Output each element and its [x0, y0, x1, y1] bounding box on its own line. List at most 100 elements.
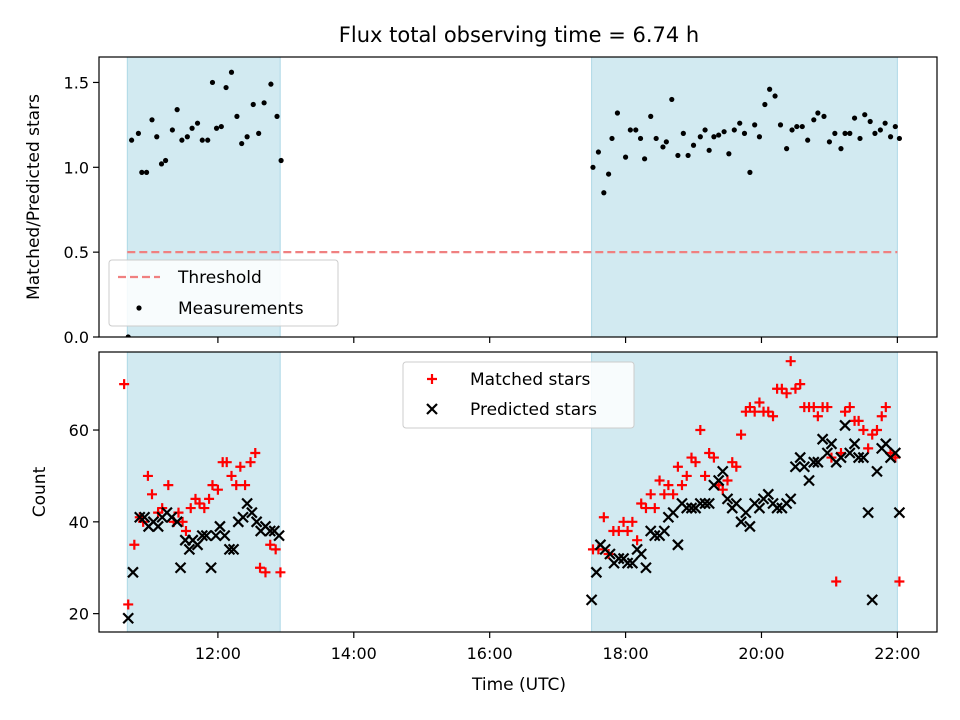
matched-stars-point [613, 526, 624, 537]
legend-matched-swatch [427, 374, 437, 384]
matched-stars-point [260, 567, 271, 578]
measurement-point [179, 137, 185, 143]
predicted-stars-point [210, 529, 222, 542]
measurement-point [663, 139, 669, 145]
measurement-point [162, 157, 169, 164]
matched-stars-point [863, 443, 874, 454]
measurement-point [139, 169, 145, 175]
predicted-stars-point [621, 557, 634, 569]
predicted-stars-point [133, 511, 146, 524]
predicted-stars-point [712, 474, 725, 487]
measurement-point [627, 127, 633, 133]
matched-stars-point [221, 457, 232, 468]
measurement-point [882, 120, 888, 126]
matched-stars-point [853, 415, 864, 426]
predicted-stars-point [812, 456, 824, 468]
predicted-stars-point [196, 529, 209, 542]
matched-stars-point [627, 516, 638, 527]
predicted-stars-point [857, 451, 870, 464]
measurement-point [821, 113, 827, 119]
measurement-point [199, 137, 205, 143]
measurement-point [737, 120, 743, 126]
predicted-stars-point [585, 594, 598, 606]
predicted-stars-point [753, 502, 766, 514]
predicted-stars-point [844, 447, 856, 459]
predicted-stars-point [794, 451, 806, 464]
predicted-stars-point [626, 557, 639, 569]
measurement-point [887, 134, 894, 140]
axes-frame [98, 56, 938, 338]
matched-stars-point [180, 526, 191, 537]
predicted-stars-point [699, 497, 711, 510]
measurement-point [595, 149, 602, 155]
measurement-point [174, 107, 180, 113]
measurement-point [838, 146, 844, 152]
matched-stars-point [645, 489, 656, 500]
matched-stars-point [640, 503, 651, 514]
matched-stars-point [871, 425, 882, 436]
predicted-stars-point [744, 520, 756, 533]
measurement-point [158, 161, 165, 167]
measurement-point [209, 79, 216, 86]
x-axis-label: Time (UTC) [471, 675, 566, 695]
measurement-point [261, 100, 267, 106]
predicted-stars-point [808, 456, 820, 468]
predicted-stars-point [214, 520, 226, 533]
measurement-point [609, 135, 615, 142]
matched-stars-point [146, 489, 157, 500]
matched-stars-point [704, 447, 715, 458]
matched-stars-point [744, 402, 755, 413]
measurement-point [135, 130, 142, 136]
matched-stars-point [649, 503, 660, 514]
measurement-point [256, 130, 262, 136]
measurement-point [244, 134, 250, 140]
measurement-point [274, 113, 280, 119]
x-tick-label: 20:00 [738, 644, 784, 663]
matched-stars-point [659, 489, 670, 500]
predicted-stars-point [250, 516, 263, 528]
measurement-point [189, 125, 195, 131]
measurement-point [642, 156, 648, 162]
matched-stars-point [275, 567, 286, 578]
matched-stars-point [736, 429, 747, 440]
y-tick-label: 1.5 [64, 73, 89, 92]
measurement-point [877, 127, 883, 133]
predicted-stars-point [889, 447, 902, 459]
matched-stars-point [708, 452, 719, 463]
measurement-point [702, 127, 708, 133]
measurement-point [747, 169, 753, 175]
matched-stars-point [270, 544, 281, 555]
predicted-stars-point [246, 506, 258, 519]
measurement-point [862, 112, 868, 118]
matched-stars-point [695, 425, 706, 436]
measurement-point [601, 190, 607, 196]
predicted-stars-point [771, 502, 783, 514]
matched-stars-point [632, 535, 643, 546]
measurement-point [622, 154, 629, 160]
matched-stars-point [185, 503, 196, 514]
measurement-point [675, 152, 681, 159]
matched-stars-point [717, 484, 728, 495]
matched-stars-point [676, 480, 687, 491]
predicted-stars-point [152, 520, 164, 533]
measurement-point [752, 122, 758, 128]
measurement-point [851, 115, 858, 121]
predicted-stars-point [264, 525, 277, 537]
matched-stars-point [672, 461, 683, 472]
matched-stars-point [226, 470, 237, 481]
predicted-stars-point [721, 493, 734, 505]
matched-stars-point [207, 480, 218, 491]
predicted-stars-point [223, 543, 236, 556]
matched-stars-point [812, 411, 823, 422]
measurement-point [772, 93, 778, 99]
y-tick-label: 40 [69, 513, 89, 532]
predicted-stars-point [613, 552, 625, 565]
matched-stars-point [867, 429, 878, 440]
x-tick-label: 14:00 [331, 644, 377, 663]
measurement-point [847, 130, 853, 136]
predicted-stars-point [227, 543, 240, 556]
measurement-point [154, 134, 160, 140]
x-tick-label: 18:00 [603, 644, 649, 663]
predicted-stars-point [694, 497, 707, 510]
